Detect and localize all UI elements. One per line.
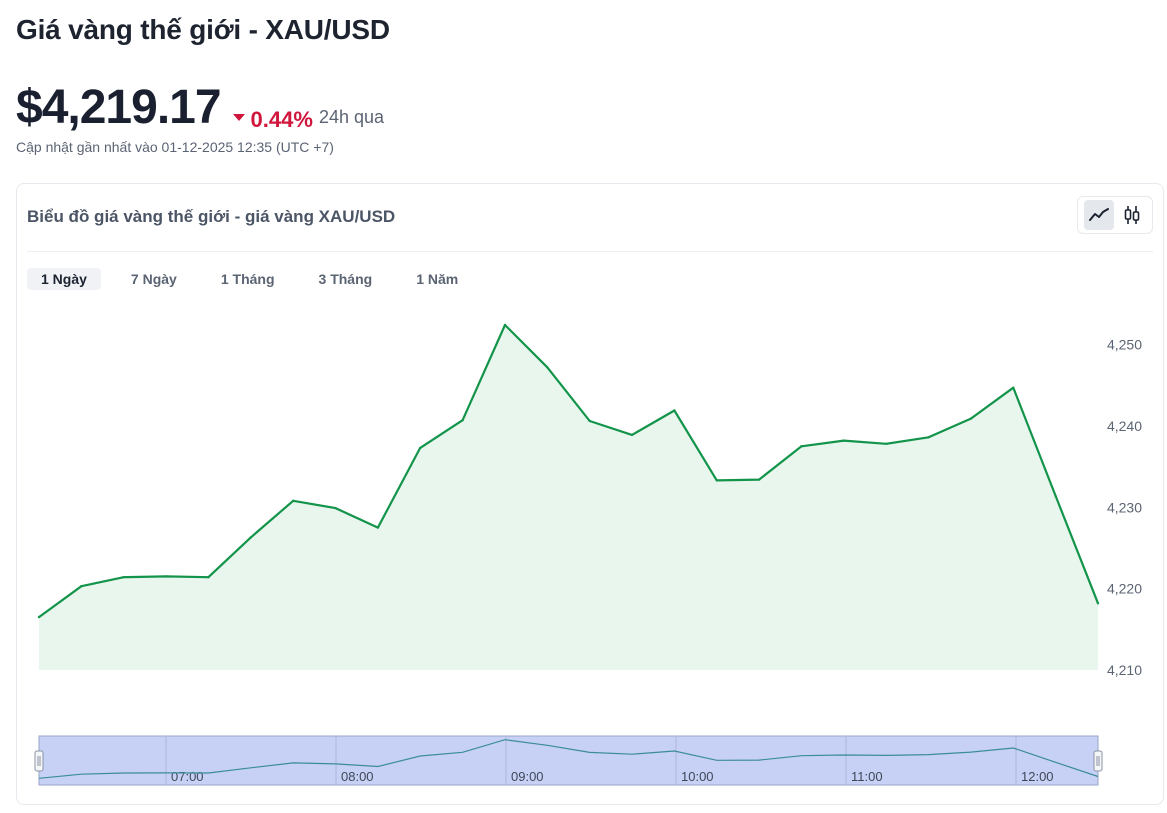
data-point-10:00	[673, 409, 676, 412]
data-point-09:45	[630, 433, 634, 437]
page-title: Giá vàng thế giới - XAU/USD	[16, 14, 390, 45]
navigator-tick-label: 09:00	[511, 769, 544, 784]
navigator-line	[38, 739, 1099, 779]
data-point-09:30	[588, 419, 591, 423]
navigator-tick-label: 11:00	[851, 769, 883, 784]
data-point-06:30	[80, 585, 83, 588]
data-point-08:15	[376, 526, 380, 529]
last-updated: Cập nhật gần nhất vào 01-12-2025 12:35 (…	[16, 139, 334, 155]
data-point-11:45	[969, 417, 973, 420]
caret-down-icon	[232, 114, 245, 121]
y-tick-label: 4,230	[1107, 499, 1142, 515]
navigator-left-handle[interactable]	[34, 750, 44, 772]
current-price: $4,219.17	[16, 81, 222, 134]
data-point-12:15	[1054, 494, 1057, 498]
data-point-10:30	[757, 478, 761, 481]
tab-7-days[interactable]: 7 Ngày	[130, 271, 177, 287]
data-point-10:45	[800, 445, 803, 448]
y-tick-label: 4,210	[1107, 662, 1142, 678]
y-tick-label: 4,240	[1107, 418, 1142, 434]
price-change: 0.44%	[232, 106, 313, 133]
data-point-11:30	[927, 436, 930, 439]
data-point-07:15	[207, 576, 210, 579]
tab-1-year[interactable]: 1 Năm	[416, 271, 459, 287]
data-point-06:15	[37, 615, 41, 619]
y-tick-label: 4,220	[1107, 581, 1142, 597]
y-tick-label: 4,250	[1107, 337, 1142, 353]
data-point-12:35	[1096, 602, 1100, 605]
data-point-06:45	[122, 576, 125, 579]
tab-1-day[interactable]: 1 Ngày	[27, 268, 101, 290]
data-point-07:30	[249, 536, 252, 539]
line-chart-icon	[1088, 208, 1109, 221]
data-point-08:30	[419, 446, 422, 450]
data-point-09:15	[546, 366, 549, 369]
line-chart-button[interactable]	[1083, 200, 1114, 230]
navigator-tick-label: 07:00	[171, 769, 204, 784]
navigator-tick-label: 10:00	[681, 769, 714, 784]
candlestick-button[interactable]	[1117, 200, 1147, 230]
navigator-tick-label: 12:00	[1021, 769, 1054, 784]
chart-card-title: Biểu đồ giá vàng thế giới - giá vàng XAU…	[27, 207, 396, 226]
change-period: 24h qua	[318, 107, 385, 127]
data-point-07:45	[292, 499, 295, 502]
chart-type-toggle	[1077, 196, 1153, 234]
data-point-08:45	[461, 419, 464, 422]
price-area	[39, 325, 1098, 670]
data-point-11:15	[885, 442, 888, 445]
data-point-07:00	[164, 575, 168, 578]
data-point-09:00	[503, 323, 507, 327]
data-point-08:00	[334, 506, 337, 510]
price-row: $4,219.17 0.44% 24h qua	[16, 80, 384, 135]
navigator-right-handle[interactable]	[1093, 750, 1103, 772]
price-change-value: 0.44%	[250, 106, 313, 132]
card-divider	[27, 251, 1153, 252]
price-line	[38, 323, 1100, 618]
candlestick-icon	[1124, 206, 1139, 224]
navigator-tick-label: 08:00	[341, 769, 374, 784]
data-point-11:00	[842, 439, 845, 442]
tab-3-months[interactable]: 3 Tháng	[318, 271, 373, 287]
data-point-10:15	[715, 479, 718, 482]
data-point-12:00	[1012, 386, 1015, 389]
tab-1-month[interactable]: 1 Tháng	[220, 271, 275, 287]
range-tabs: 1 Ngày 7 Ngày 1 Tháng 3 Tháng 1 Năm	[27, 268, 488, 290]
